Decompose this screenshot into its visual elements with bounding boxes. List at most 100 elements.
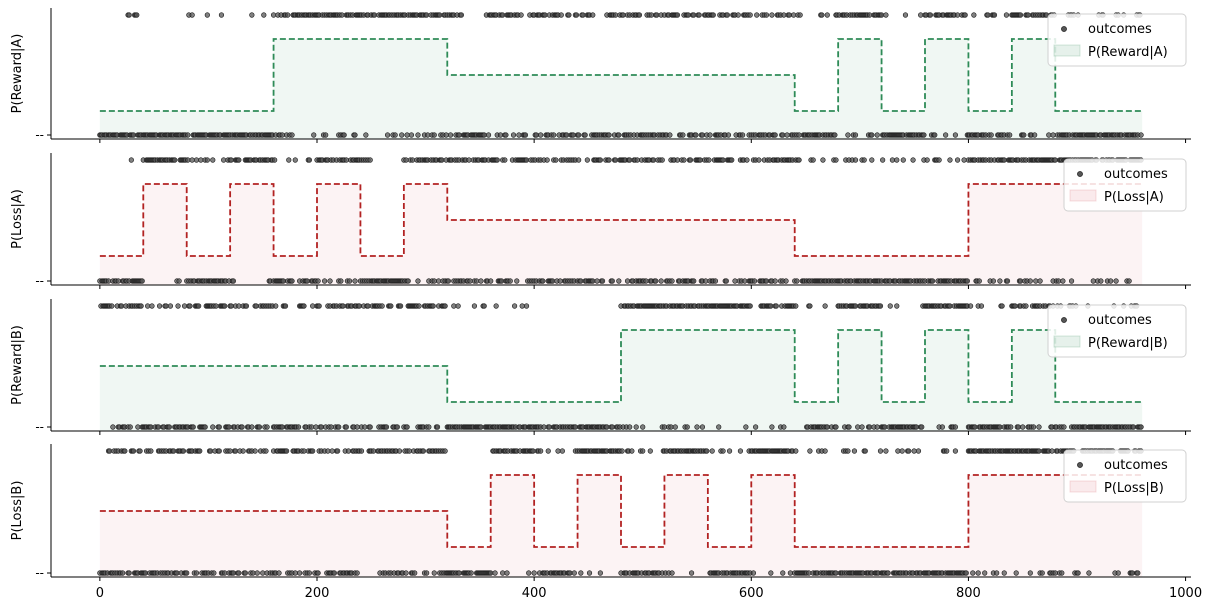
outcome-point xyxy=(218,12,225,18)
outcome-point xyxy=(511,303,518,309)
legend-marker-outcomes xyxy=(1077,171,1083,177)
outcome-point xyxy=(338,278,344,284)
outcome-point xyxy=(232,448,239,454)
legend-marker-area xyxy=(1053,44,1081,57)
outcome-point xyxy=(204,12,210,18)
outcome-point xyxy=(148,424,154,430)
outcome-point xyxy=(412,570,418,576)
outcome-point xyxy=(783,278,789,284)
outcome-point xyxy=(362,424,368,430)
outcome-point xyxy=(861,157,867,163)
outcome-point xyxy=(325,448,331,454)
outcome-point xyxy=(352,278,358,284)
outcome-point xyxy=(485,132,492,138)
outcome-point xyxy=(538,448,544,454)
outcome-point xyxy=(228,303,234,309)
outcome-point xyxy=(578,278,584,284)
outcome-point xyxy=(308,424,315,430)
outcome-point xyxy=(867,424,873,430)
outcome-point xyxy=(261,12,267,18)
outcome-point xyxy=(431,278,437,284)
outcome-point xyxy=(553,157,559,163)
x-tick-label: 600 xyxy=(739,586,764,601)
legend-label-series: P(Reward|A) xyxy=(1088,45,1168,60)
outcome-point xyxy=(696,12,702,18)
outcome-point xyxy=(451,303,457,309)
outcome-point xyxy=(494,157,500,163)
outcome-point xyxy=(468,570,474,576)
outcome-point xyxy=(497,132,504,138)
outcome-point xyxy=(327,278,333,284)
outcome-point xyxy=(538,132,544,138)
outcome-point xyxy=(466,157,472,163)
outcome-point xyxy=(405,278,411,284)
outcome-point xyxy=(280,278,286,284)
outcome-point xyxy=(437,12,443,18)
outcome-point xyxy=(763,278,770,284)
outcome-point xyxy=(567,570,573,576)
outcome-point xyxy=(1015,424,1021,430)
outcome-point xyxy=(754,12,760,18)
outcome-point xyxy=(1030,424,1037,430)
outcome-point xyxy=(902,12,909,18)
outcome-point xyxy=(609,424,615,430)
outcome-point xyxy=(478,278,484,284)
outcome-point xyxy=(747,12,753,18)
outcome-points xyxy=(98,303,1144,430)
outcome-point xyxy=(633,424,639,430)
outcome-point xyxy=(289,278,295,284)
panel-4: -- P(Loss|B) 0 200 400 600 800 1000 outcomes P(Lo… xyxy=(10,444,1202,601)
outcome-point xyxy=(551,132,557,138)
outcome-point xyxy=(356,303,362,309)
outcome-point xyxy=(383,424,390,430)
outcome-point xyxy=(156,303,163,309)
outcome-point xyxy=(456,132,462,138)
legend-box xyxy=(1063,449,1187,503)
outcome-point xyxy=(190,424,196,430)
outcome-point xyxy=(329,448,335,454)
outcome-point xyxy=(883,448,889,454)
outcome-point xyxy=(919,424,925,430)
outcome-point xyxy=(250,570,256,576)
outcome-point xyxy=(442,303,448,309)
outcome-point xyxy=(216,448,222,454)
outcome-point xyxy=(544,157,550,163)
legend-label-outcomes: outcomes xyxy=(1104,458,1168,473)
outcome-point xyxy=(126,570,132,576)
outcome-point xyxy=(724,12,731,18)
outcome-point xyxy=(196,303,202,309)
outcome-point xyxy=(306,157,313,163)
outcome-point xyxy=(236,303,242,309)
outcome-point xyxy=(699,424,706,430)
outcome-point xyxy=(647,448,653,454)
outcome-point xyxy=(739,132,746,138)
outcome-point xyxy=(659,157,665,163)
outcome-point xyxy=(624,278,631,284)
outcome-point xyxy=(680,132,686,138)
outcome-point xyxy=(526,570,532,576)
outcome-point xyxy=(488,570,494,576)
outcome-point xyxy=(346,278,353,284)
outcome-point xyxy=(406,448,412,454)
outcome-point xyxy=(208,448,214,454)
outcome-point xyxy=(1027,570,1033,576)
outcome-point xyxy=(301,448,307,454)
outcome-point xyxy=(616,132,622,138)
outcome-point xyxy=(118,303,125,309)
outcome-point xyxy=(954,12,961,18)
outcome-point xyxy=(1130,424,1137,430)
outcome-point xyxy=(456,570,462,576)
outcome-point xyxy=(952,424,959,430)
outcome-point xyxy=(634,157,640,163)
outcome-point xyxy=(371,12,378,18)
outcome-point xyxy=(726,448,733,454)
outcome-point xyxy=(571,570,577,576)
outcome-point xyxy=(1108,278,1114,284)
x-tick-label: 800 xyxy=(956,586,981,601)
outcome-point xyxy=(756,157,762,163)
outcome-point xyxy=(707,132,713,138)
outcome-point xyxy=(1135,570,1141,576)
legend-label-series: P(Loss|A) xyxy=(1104,190,1164,205)
outcome-point xyxy=(145,303,151,309)
outcome-point xyxy=(566,12,572,18)
